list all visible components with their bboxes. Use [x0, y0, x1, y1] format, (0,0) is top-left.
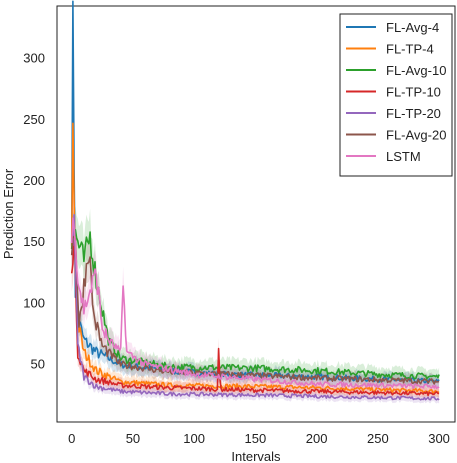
- legend-label: FL-Avg-10: [386, 63, 446, 78]
- x-axis: 0 50 100 150 200 250 300: [68, 431, 450, 446]
- y-tick-label: 300: [23, 51, 45, 66]
- y-axis: 50 100 150 200 250 300: [23, 51, 45, 372]
- line-lstm: [70, 217, 440, 390]
- legend-label: FL-TP-4: [386, 42, 434, 57]
- line-fl-tp-20: [71, 214, 440, 401]
- line-fl-avg-20: [70, 235, 440, 385]
- legend-label: FL-TP-20: [386, 106, 441, 121]
- x-tick-label: 100: [183, 431, 205, 446]
- x-tick-label: 0: [68, 431, 75, 446]
- y-tick-label: 150: [23, 234, 45, 249]
- legend-label: FL-Avg-4: [386, 20, 439, 35]
- x-tick-label: 150: [245, 431, 267, 446]
- y-tick-label: 100: [23, 295, 45, 310]
- x-tick-label: 250: [367, 431, 389, 446]
- x-tick-label: 50: [126, 431, 140, 446]
- legend-label: FL-Avg-20: [386, 128, 446, 143]
- y-tick-label: 50: [31, 356, 45, 371]
- legend-label: FL-TP-10: [386, 85, 441, 100]
- legend: FL-Avg-4 FL-TP-4 FL-Avg-10 FL-TP-10 FL-TP-20…: [339, 13, 453, 177]
- y-axis-label: Prediction Error: [1, 168, 16, 259]
- band-fl-avg-10: [71, 206, 440, 386]
- band-fl-tp-10: [71, 214, 440, 400]
- x-tick-label: 300: [428, 431, 450, 446]
- y-tick-label: 250: [23, 112, 45, 127]
- line-fl-avg-10: [70, 229, 440, 380]
- plot-frame: [56, 5, 456, 423]
- x-axis-label: Intervals: [231, 449, 281, 463]
- x-tick-label: 200: [306, 431, 328, 446]
- series-lines: [70, 0, 440, 401]
- legend-label: LSTM: [386, 149, 421, 164]
- line-fl-tp-10: [70, 236, 440, 397]
- y-tick-label: 200: [23, 173, 45, 188]
- legend-box: [339, 13, 453, 177]
